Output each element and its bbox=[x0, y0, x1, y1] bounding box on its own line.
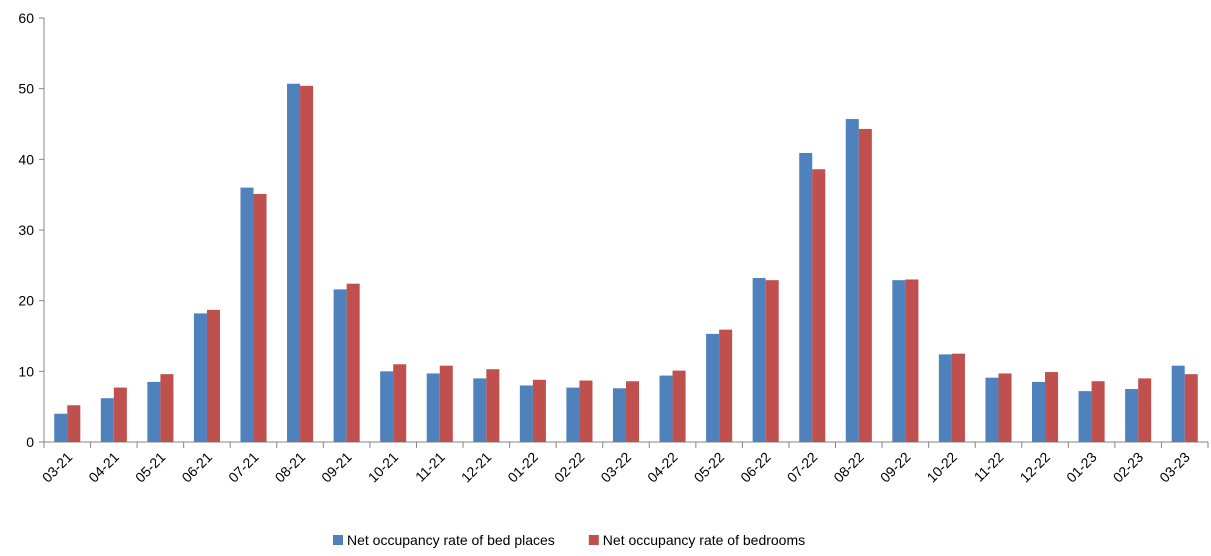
bar bbox=[532, 379, 546, 442]
bar bbox=[147, 381, 161, 442]
bar bbox=[706, 333, 720, 442]
bar bbox=[998, 373, 1012, 442]
legend-label: Net occupancy rate of bedrooms bbox=[603, 532, 805, 548]
x-tick-label: 10-21 bbox=[365, 449, 402, 486]
x-tick-label: 05-21 bbox=[132, 449, 169, 486]
bar bbox=[905, 279, 919, 442]
bar bbox=[426, 373, 440, 442]
bar bbox=[719, 329, 733, 442]
bar bbox=[380, 371, 394, 442]
x-tick-label: 11-21 bbox=[412, 449, 448, 485]
x-tick-label: 07-21 bbox=[225, 449, 262, 486]
bar bbox=[473, 378, 487, 442]
bar bbox=[287, 83, 301, 442]
bar bbox=[845, 119, 859, 442]
y-tick-label: 60 bbox=[18, 10, 34, 26]
y-tick-label: 30 bbox=[18, 222, 34, 238]
bar bbox=[985, 377, 999, 442]
bar bbox=[566, 387, 580, 442]
bar bbox=[752, 278, 766, 442]
bar bbox=[206, 309, 220, 442]
legend-swatch bbox=[588, 535, 599, 545]
bar bbox=[799, 152, 813, 442]
bar bbox=[1032, 381, 1046, 442]
bar bbox=[240, 187, 254, 442]
bar bbox=[672, 370, 686, 442]
bar bbox=[951, 353, 965, 442]
bar bbox=[300, 85, 314, 442]
bar bbox=[1125, 389, 1139, 442]
y-tick-label: 50 bbox=[18, 81, 34, 97]
x-tick-label: 04-21 bbox=[85, 449, 122, 486]
y-tick-label: 40 bbox=[18, 151, 34, 167]
x-tick-label: 09-21 bbox=[318, 449, 355, 486]
x-tick-label: 02-22 bbox=[551, 449, 588, 486]
y-tick-label: 10 bbox=[18, 363, 34, 379]
bar bbox=[858, 128, 872, 443]
bar bbox=[67, 405, 81, 442]
bar bbox=[346, 283, 360, 442]
x-tick-label: 05-22 bbox=[691, 449, 728, 486]
x-tick-label: 03-22 bbox=[597, 449, 634, 486]
legend-label: Net occupancy rate of bed places bbox=[347, 532, 555, 548]
x-tick-label: 01-23 bbox=[1063, 449, 1100, 486]
bar bbox=[519, 385, 533, 442]
x-tick-label: 10-22 bbox=[923, 449, 960, 486]
bar bbox=[892, 280, 906, 442]
x-tick-label: 06-21 bbox=[178, 449, 215, 486]
x-tick-label: 12-22 bbox=[1017, 449, 1054, 486]
bar bbox=[579, 380, 593, 442]
y-tick-label: 20 bbox=[18, 293, 34, 309]
bar bbox=[113, 387, 127, 442]
x-tick-label: 08-21 bbox=[272, 449, 309, 486]
bar bbox=[659, 375, 673, 442]
x-tick-label: 08-22 bbox=[830, 449, 867, 486]
bar bbox=[812, 169, 826, 442]
x-tick-label: 01-22 bbox=[504, 449, 541, 486]
bar bbox=[765, 280, 779, 442]
y-tick-label: 0 bbox=[26, 434, 34, 450]
x-tick-label: 12-21 bbox=[458, 449, 495, 486]
x-tick-label: 07-22 bbox=[784, 449, 821, 486]
x-tick-label: 02-23 bbox=[1110, 449, 1147, 486]
x-tick-label: 03-23 bbox=[1156, 449, 1193, 486]
bar bbox=[393, 364, 407, 442]
bar bbox=[1045, 372, 1059, 442]
bar bbox=[54, 413, 68, 442]
bar bbox=[1078, 391, 1092, 442]
bar bbox=[1091, 381, 1105, 442]
bar bbox=[612, 388, 626, 442]
bar bbox=[253, 193, 267, 442]
bar bbox=[1171, 365, 1185, 442]
bar bbox=[160, 374, 174, 442]
bar bbox=[333, 289, 347, 442]
bar bbox=[1184, 374, 1198, 442]
x-tick-label: 06-22 bbox=[737, 449, 774, 486]
x-tick-label: 04-22 bbox=[644, 449, 681, 486]
bar bbox=[486, 369, 500, 442]
bar bbox=[1138, 378, 1152, 442]
x-tick-label: 09-22 bbox=[877, 449, 914, 486]
x-tick-label: 03-21 bbox=[39, 449, 76, 486]
bar bbox=[626, 381, 640, 442]
legend-swatch bbox=[333, 535, 343, 545]
bar bbox=[193, 313, 207, 442]
bar bbox=[938, 354, 952, 442]
bar bbox=[100, 398, 114, 442]
bar bbox=[439, 365, 453, 442]
x-tick-label: 11-22 bbox=[971, 449, 1007, 485]
